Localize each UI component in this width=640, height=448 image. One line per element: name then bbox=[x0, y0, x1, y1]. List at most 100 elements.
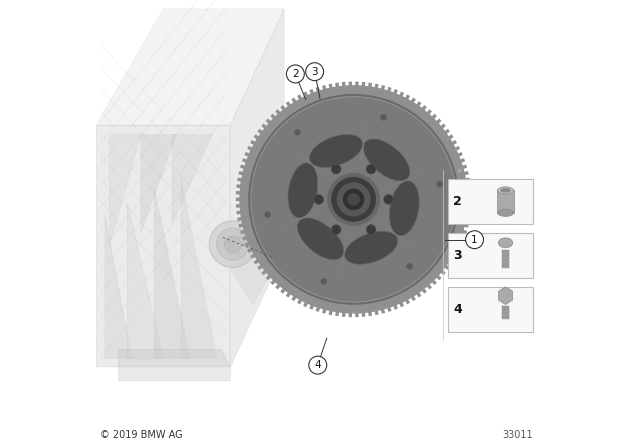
Circle shape bbox=[332, 225, 341, 235]
Polygon shape bbox=[417, 282, 427, 294]
Polygon shape bbox=[435, 124, 446, 134]
Polygon shape bbox=[426, 114, 437, 125]
Circle shape bbox=[406, 263, 413, 269]
Polygon shape bbox=[412, 101, 422, 113]
Polygon shape bbox=[291, 98, 300, 110]
Polygon shape bbox=[361, 82, 365, 94]
Ellipse shape bbox=[364, 139, 410, 181]
Ellipse shape bbox=[389, 181, 419, 236]
Polygon shape bbox=[261, 265, 273, 275]
Polygon shape bbox=[280, 282, 291, 294]
Text: 2: 2 bbox=[453, 195, 462, 208]
Polygon shape bbox=[257, 129, 269, 138]
Polygon shape bbox=[253, 255, 266, 264]
Polygon shape bbox=[109, 134, 141, 246]
Text: 33011: 33011 bbox=[502, 430, 533, 440]
Polygon shape bbox=[438, 129, 450, 138]
Polygon shape bbox=[407, 98, 416, 110]
Text: 4: 4 bbox=[453, 302, 462, 316]
Polygon shape bbox=[242, 158, 255, 165]
Circle shape bbox=[466, 231, 484, 249]
Polygon shape bbox=[303, 91, 311, 104]
Text: © 2019 BMW AG: © 2019 BMW AG bbox=[100, 430, 183, 440]
Polygon shape bbox=[458, 216, 470, 221]
Polygon shape bbox=[270, 274, 281, 285]
Polygon shape bbox=[454, 164, 467, 171]
Circle shape bbox=[239, 85, 468, 314]
Polygon shape bbox=[239, 222, 251, 228]
Polygon shape bbox=[244, 152, 257, 160]
FancyBboxPatch shape bbox=[448, 179, 533, 224]
Polygon shape bbox=[247, 245, 259, 253]
Polygon shape bbox=[452, 233, 465, 241]
Polygon shape bbox=[379, 301, 385, 314]
Ellipse shape bbox=[499, 238, 513, 248]
Circle shape bbox=[343, 189, 364, 210]
Polygon shape bbox=[426, 274, 437, 285]
Polygon shape bbox=[316, 299, 323, 312]
Circle shape bbox=[366, 164, 376, 174]
Polygon shape bbox=[451, 152, 463, 160]
Polygon shape bbox=[250, 250, 262, 259]
Circle shape bbox=[380, 114, 387, 121]
Polygon shape bbox=[460, 198, 472, 201]
Polygon shape bbox=[407, 289, 416, 301]
Polygon shape bbox=[438, 260, 450, 270]
Polygon shape bbox=[275, 109, 285, 121]
Polygon shape bbox=[442, 255, 454, 264]
Polygon shape bbox=[379, 85, 385, 98]
Polygon shape bbox=[385, 299, 392, 312]
Polygon shape bbox=[385, 87, 392, 99]
Polygon shape bbox=[266, 270, 277, 280]
Polygon shape bbox=[236, 191, 248, 195]
Text: 4: 4 bbox=[314, 360, 321, 370]
Circle shape bbox=[294, 129, 301, 136]
Circle shape bbox=[209, 221, 256, 267]
Polygon shape bbox=[291, 289, 300, 301]
Polygon shape bbox=[335, 304, 340, 316]
Polygon shape bbox=[499, 287, 513, 305]
Polygon shape bbox=[422, 278, 432, 289]
Polygon shape bbox=[230, 9, 284, 367]
Circle shape bbox=[436, 181, 443, 187]
Polygon shape bbox=[141, 134, 177, 233]
Polygon shape bbox=[451, 239, 463, 247]
Text: 1: 1 bbox=[471, 235, 478, 245]
Polygon shape bbox=[297, 95, 306, 107]
Polygon shape bbox=[236, 204, 248, 208]
Polygon shape bbox=[266, 118, 277, 129]
FancyBboxPatch shape bbox=[448, 233, 533, 278]
Polygon shape bbox=[275, 278, 285, 289]
Polygon shape bbox=[242, 233, 255, 241]
Polygon shape bbox=[322, 85, 328, 98]
Polygon shape bbox=[237, 216, 250, 221]
Polygon shape bbox=[430, 270, 442, 280]
Circle shape bbox=[264, 211, 271, 218]
Polygon shape bbox=[257, 260, 269, 270]
Polygon shape bbox=[127, 202, 163, 358]
Ellipse shape bbox=[298, 218, 344, 260]
Polygon shape bbox=[240, 228, 253, 234]
Polygon shape bbox=[270, 114, 281, 125]
Polygon shape bbox=[303, 295, 311, 307]
Circle shape bbox=[309, 356, 327, 374]
Polygon shape bbox=[355, 82, 358, 94]
Polygon shape bbox=[456, 171, 468, 177]
Polygon shape bbox=[401, 95, 410, 107]
Polygon shape bbox=[442, 134, 454, 144]
Polygon shape bbox=[335, 82, 340, 95]
Bar bbox=[502, 250, 509, 268]
Polygon shape bbox=[239, 171, 251, 177]
Text: 2: 2 bbox=[292, 69, 299, 79]
Polygon shape bbox=[448, 245, 460, 253]
Circle shape bbox=[321, 278, 327, 284]
Circle shape bbox=[461, 207, 465, 211]
Polygon shape bbox=[401, 292, 410, 304]
Polygon shape bbox=[373, 84, 379, 96]
Polygon shape bbox=[230, 157, 284, 305]
Polygon shape bbox=[322, 301, 328, 314]
Polygon shape bbox=[458, 177, 470, 183]
FancyBboxPatch shape bbox=[448, 287, 533, 332]
Ellipse shape bbox=[345, 231, 398, 264]
Polygon shape bbox=[349, 305, 352, 317]
